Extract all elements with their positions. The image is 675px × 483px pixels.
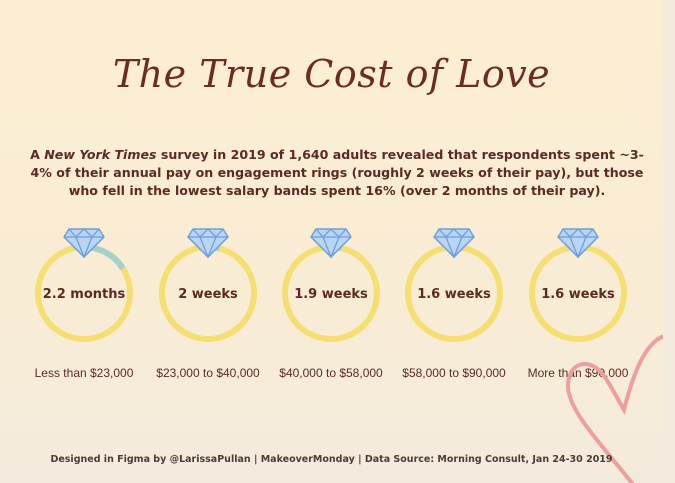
ring-value-label: 1.6 weeks	[541, 287, 615, 302]
diamond-icon	[433, 228, 475, 259]
footer-credit: Designed in Figma by @LarissaPullan | Ma…	[50, 454, 613, 465]
heart-icon	[565, 334, 663, 483]
salary-band-label: $58,000 to $90,000	[402, 366, 506, 380]
ring-value-label: 2.2 months	[43, 287, 126, 302]
ring-4: 1.6 weeks	[405, 228, 503, 342]
salary-band-label: $23,000 to $40,000	[156, 366, 260, 380]
ring-value-label: 1.9 weeks	[294, 287, 368, 302]
ring-2: 2 weeks	[159, 228, 257, 342]
diamond-icon	[310, 228, 352, 259]
ring-3: 1.9 weeks	[282, 228, 380, 342]
ring-value-label: 1.6 weeks	[417, 287, 491, 302]
ring-chart: 2.2 months 2 weeks 1.9 weeks 1.6 weeks 1.6 w…	[35, 228, 627, 342]
diamond-icon	[63, 228, 105, 259]
intro-text: survey in 2019 of 1,640 adults revealed …	[30, 147, 644, 198]
diamond-icon	[187, 228, 229, 259]
ring-5: 1.6 weeks	[529, 228, 627, 342]
salary-band-label: Less than $23,000	[34, 366, 134, 380]
ring-1: 2.2 months	[35, 228, 133, 342]
page-title: The True Cost of Love	[112, 52, 551, 96]
salary-band-label: $40,000 to $58,000	[279, 366, 383, 380]
intro-paragraph: A New York Times survey in 2019 of 1,640…	[22, 146, 652, 200]
intro-prefix: A	[30, 147, 45, 162]
ring-value-label: 2 weeks	[178, 287, 238, 302]
intro-publication: New York Times	[44, 147, 157, 162]
diamond-icon	[557, 228, 599, 259]
